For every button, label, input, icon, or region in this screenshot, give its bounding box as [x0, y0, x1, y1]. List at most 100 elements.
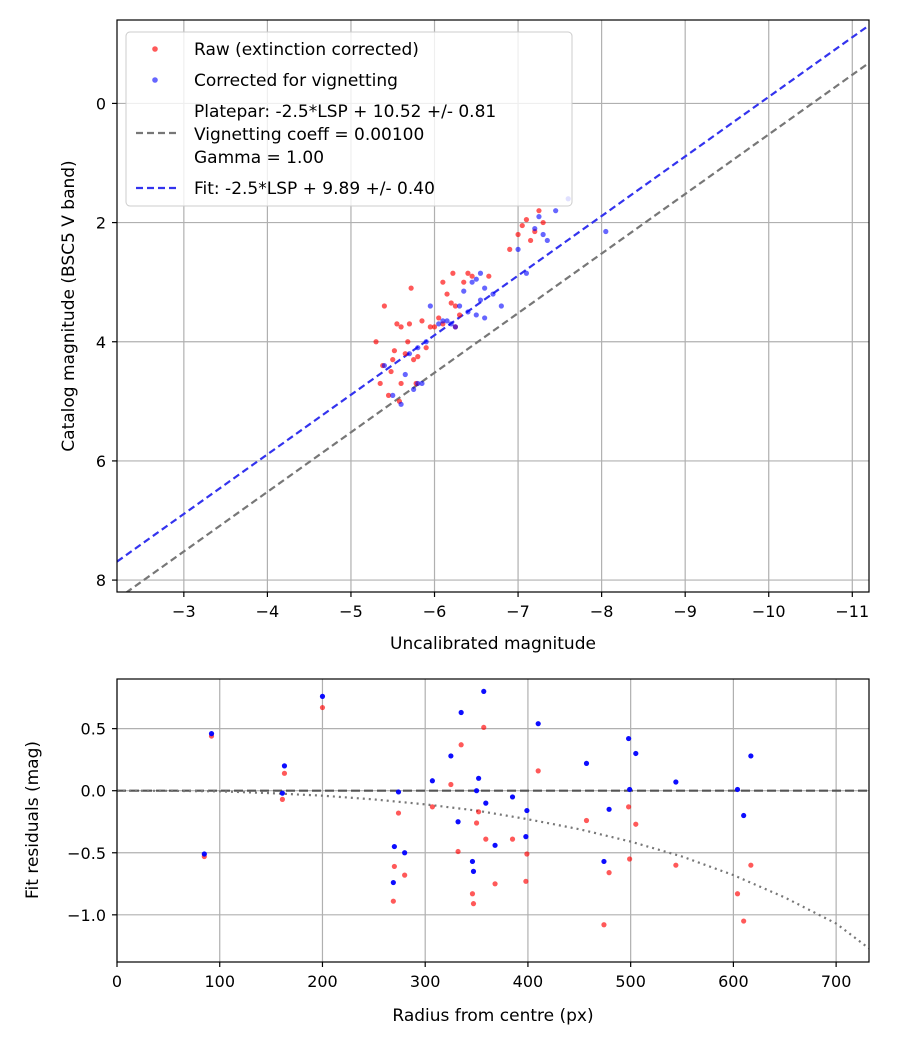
legend-raw-label: Raw (extinction corrected) [194, 40, 419, 60]
top-chart-x-tick-label: −3 [172, 602, 196, 621]
bottom-chart-point [583, 760, 590, 767]
top-chart-point [473, 312, 479, 318]
top-chart-x-tick-label: −10 [752, 602, 786, 621]
top-chart-point [448, 321, 454, 327]
bottom-chart-point [483, 800, 489, 806]
top-chart-point [398, 380, 404, 387]
top-chart-y-tick-label: 0 [96, 94, 106, 113]
top-chart-x-label: Uncalibrated magnitude [390, 634, 596, 654]
bottom-chart-point [279, 796, 285, 802]
top-chart-point [444, 318, 450, 324]
top-chart-point [440, 318, 446, 324]
top-chart-x-tick-label: −9 [673, 602, 697, 621]
top-chart-point [603, 228, 609, 235]
top-chart-point [419, 380, 425, 387]
bottom-chart-point [448, 781, 454, 788]
bottom-chart-point [606, 806, 612, 812]
top-chart-points [373, 196, 609, 407]
bottom-chart-point [390, 879, 396, 886]
bottom-chart-point [476, 809, 482, 815]
legend-fit-label: Fit: -2.5*LSP + 9.89 +/- 0.40 [194, 179, 435, 199]
bottom-chart-x-tick-label: 500 [615, 972, 646, 991]
top-chart-point [415, 345, 421, 351]
top-chart-point [536, 214, 542, 220]
top-chart-point [448, 300, 454, 306]
top-chart-point [408, 285, 414, 291]
top-chart-x-tick-label: −6 [423, 602, 447, 621]
top-chart-point [436, 315, 442, 321]
bottom-chart-point [429, 778, 435, 784]
top-chart-x-tick-label: −8 [590, 602, 614, 621]
bottom-chart-point [281, 763, 288, 769]
bottom-chart-point [673, 862, 679, 868]
bottom-chart-point [455, 819, 461, 825]
legend-corrected-label: Corrected for vignetting [194, 71, 398, 91]
bottom-chart-y-tick-label: −1.0 [67, 906, 106, 925]
top-chart-point [544, 237, 550, 244]
top-chart-point [461, 288, 467, 294]
bottom-chart-point [391, 843, 397, 850]
bottom-chart-point [395, 810, 402, 816]
bottom-chart-y-tick-label: 0.5 [81, 720, 106, 739]
legend-raw-marker [152, 46, 158, 52]
bottom-chart-point [523, 878, 529, 884]
top-chart-point [452, 324, 458, 330]
bottom-chart-point [458, 742, 464, 748]
bottom-chart-point [395, 789, 402, 795]
bottom-chart-point [626, 804, 632, 810]
top-chart-y-tick-label: 2 [96, 214, 106, 233]
bottom-chart-point [601, 922, 607, 928]
bottom-chart-x-label: Radius from centre (px) [392, 1006, 593, 1026]
bottom-chart-point [458, 709, 464, 716]
bottom-chart-point [509, 836, 516, 842]
bottom-chart-point [734, 786, 741, 793]
legend: Raw (extinction corrected) Corrected for… [125, 31, 573, 207]
top-chart-point [515, 246, 521, 252]
top-chart-point [440, 279, 446, 285]
top-chart-point [469, 273, 475, 279]
top-chart-point [398, 401, 404, 407]
top-chart-x-tick-label: −4 [256, 602, 280, 621]
bottom-chart-point [524, 851, 530, 857]
bottom-chart-point [476, 775, 482, 781]
bottom-chart-point [469, 858, 476, 865]
top-chart-point [498, 303, 504, 309]
bottom-chart-point [390, 898, 396, 904]
top-chart-x-tick-label: −11 [835, 602, 869, 621]
bottom-chart-point [492, 842, 498, 848]
bottom-chart-x-tick-label: 100 [204, 972, 235, 991]
top-chart-point [415, 354, 421, 360]
bottom-chart-point [748, 753, 754, 759]
bottom-chart-point [606, 870, 612, 876]
top-chart-point [398, 324, 404, 330]
top-chart-point [436, 321, 442, 327]
top-chart-point [406, 351, 413, 357]
bottom-chart-point [473, 820, 480, 826]
bottom-chart-point [208, 731, 215, 737]
bottom-chart-point [455, 848, 461, 855]
top-chart-grid [117, 20, 869, 592]
top-chart-point [411, 386, 417, 393]
bottom-chart-point [633, 821, 639, 827]
top-chart-point [473, 276, 479, 282]
bottom-chart-x-tick-label: 400 [513, 972, 544, 991]
top-chart-point [536, 208, 542, 214]
bottom-chart-point [429, 804, 435, 810]
top-chart-x-ticks: −3 −4 −5 −6 −7 −8 −9 −10 −11 [172, 592, 869, 621]
top-chart-point [405, 339, 411, 345]
top-chart-point [406, 321, 413, 327]
top-chart-point [391, 348, 398, 354]
bottom-chart-point [535, 721, 541, 727]
top-chart-point [523, 217, 530, 223]
top-chart-point [486, 273, 492, 279]
top-chart-point [477, 270, 484, 276]
top-chart-point [381, 303, 387, 309]
top-chart-point [469, 279, 475, 285]
top-chart-point [402, 351, 408, 357]
top-chart-point [415, 380, 421, 387]
top-chart-point [507, 246, 513, 252]
bottom-chart-y-ticks: 0.5 0.0 −0.5 −1.0 [67, 720, 117, 925]
top-chart-point [519, 222, 525, 229]
bottom-chart-point [583, 817, 590, 824]
